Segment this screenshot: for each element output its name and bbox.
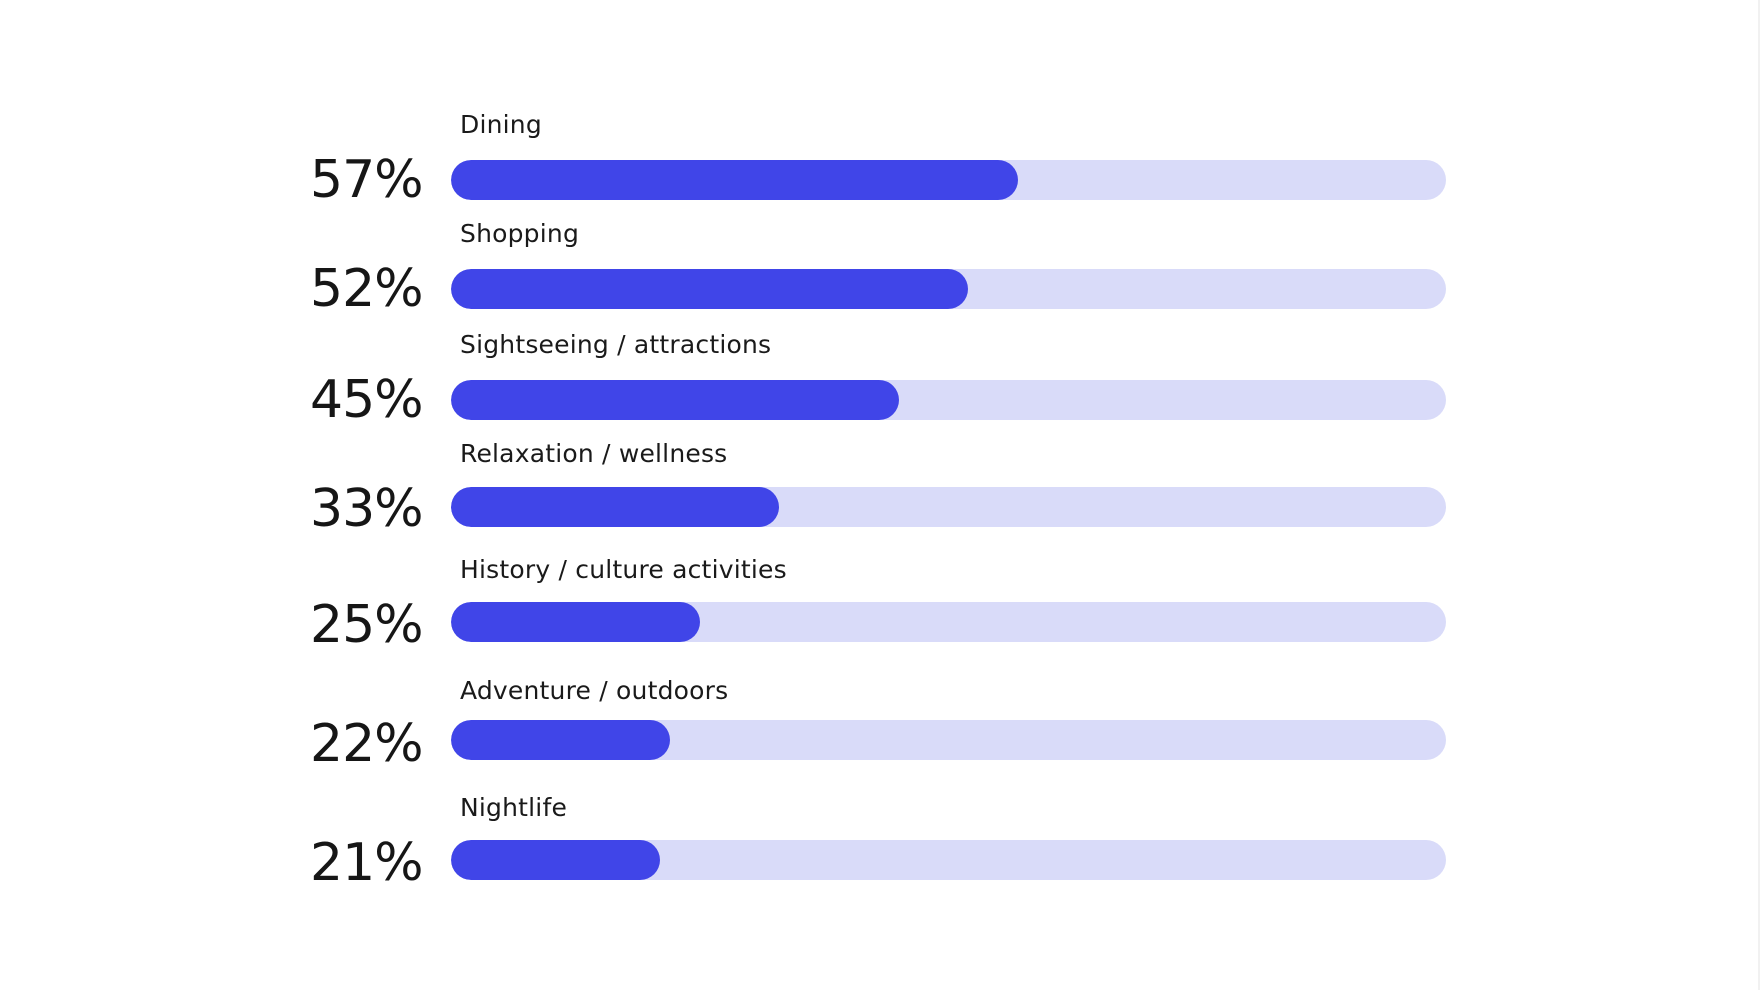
percent-value: 22% — [310, 714, 424, 774]
bar-fill — [451, 840, 660, 880]
bar-fill — [451, 269, 969, 309]
bar-track — [451, 487, 1446, 527]
bar-row-adventure: Adventure / outdoors 22% — [0, 676, 1760, 776]
category-label: Relaxation / wellness — [460, 439, 728, 468]
category-label: History / culture activities — [460, 555, 787, 584]
category-label: Shopping — [460, 219, 580, 248]
bar-row-shopping: Shopping 52% — [0, 219, 1760, 319]
percent-value: 25% — [310, 595, 424, 655]
bar-fill — [451, 487, 780, 527]
bar-track — [451, 840, 1446, 880]
bar-row-relaxation: Relaxation / wellness 33% — [0, 439, 1760, 539]
bar-fill — [451, 380, 899, 420]
bar-row-history: History / culture activities 25% — [0, 555, 1760, 655]
bar-row-dining: Dining 57% — [0, 110, 1760, 210]
bar-fill — [451, 160, 1019, 200]
category-label: Nightlife — [460, 793, 568, 822]
bar-fill — [451, 602, 700, 642]
bar-track — [451, 602, 1446, 642]
category-label: Adventure / outdoors — [460, 676, 729, 705]
percent-value: 52% — [310, 259, 424, 319]
page-edge-divider — [1758, 0, 1760, 990]
bar-row-nightlife: Nightlife 21% — [0, 793, 1760, 893]
percent-value: 21% — [310, 833, 424, 893]
bar-row-sightseeing: Sightseeing / attractions 45% — [0, 330, 1760, 430]
bar-track — [451, 380, 1446, 420]
bar-track — [451, 269, 1446, 309]
bar-track — [451, 160, 1446, 200]
category-label: Dining — [460, 110, 542, 139]
bar-fill — [451, 720, 670, 760]
percent-value: 33% — [310, 479, 424, 539]
percent-value: 57% — [310, 150, 424, 210]
percent-value: 45% — [310, 370, 424, 430]
bar-track — [451, 720, 1446, 760]
category-label: Sightseeing / attractions — [460, 330, 772, 359]
